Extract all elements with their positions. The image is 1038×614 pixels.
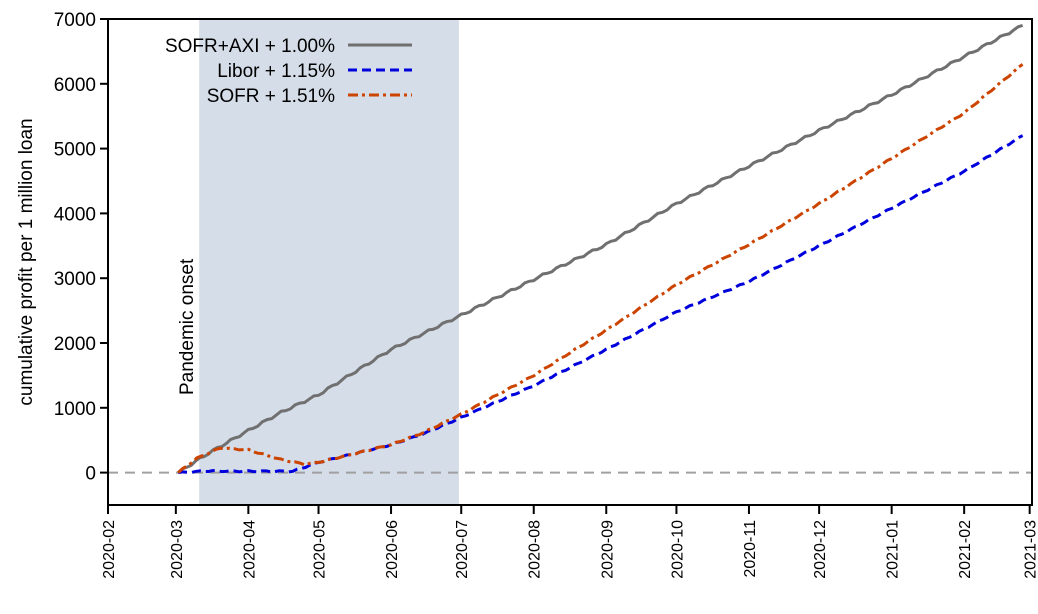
pandemic-onset-label: Pandemic onset (177, 258, 198, 395)
x-tick-label: 2020-05 (312, 520, 329, 579)
x-tick-label: 2020-10 (669, 520, 686, 579)
y-tick-label: 5000 (54, 140, 96, 161)
x-tick-label: 2021-02 (957, 520, 974, 579)
y-tick-label: 6000 (54, 75, 96, 96)
x-tick-label: 2020-04 (241, 520, 258, 579)
y-tick-label: 1000 (54, 399, 96, 420)
y-axis-label: cumulative profit per 1 million loan (16, 118, 37, 405)
y-tick-label: 3000 (54, 269, 96, 290)
x-tick-label: 2020-03 (169, 520, 186, 579)
legend-label: SOFR+AXI + 1.00% (165, 36, 335, 57)
pandemic-shaded-region (199, 19, 459, 505)
plot-frame (107, 18, 1033, 506)
x-tick-label: 2020-09 (599, 520, 616, 579)
legend-label: Libor + 1.15% (217, 61, 335, 82)
legend: SOFR+AXI + 1.00% Libor + 1.15% SOFR + 1.51… (165, 36, 412, 107)
x-tick-label: 2020-12 (812, 520, 829, 579)
x-tick-label: 2020-11 (742, 520, 759, 578)
legend-label: SOFR + 1.51% (207, 86, 335, 107)
x-tick-label: 2021-03 (1023, 520, 1038, 579)
series-line-2 (177, 63, 1024, 474)
x-tick-label: 2020-06 (384, 520, 401, 579)
y-tick-label: 7000 (54, 10, 96, 31)
x-tick-label: 2020-07 (454, 520, 471, 579)
x-tick-label: 2020-02 (101, 520, 118, 579)
series-line-0 (177, 24, 1024, 474)
y-tick-label: 0 (85, 464, 96, 485)
y-tick-label: 4000 (54, 204, 96, 225)
x-tick-label: 2021-01 (885, 520, 902, 579)
x-tick-label: 2020-08 (527, 520, 544, 579)
y-tick-label: 2000 (54, 334, 96, 355)
